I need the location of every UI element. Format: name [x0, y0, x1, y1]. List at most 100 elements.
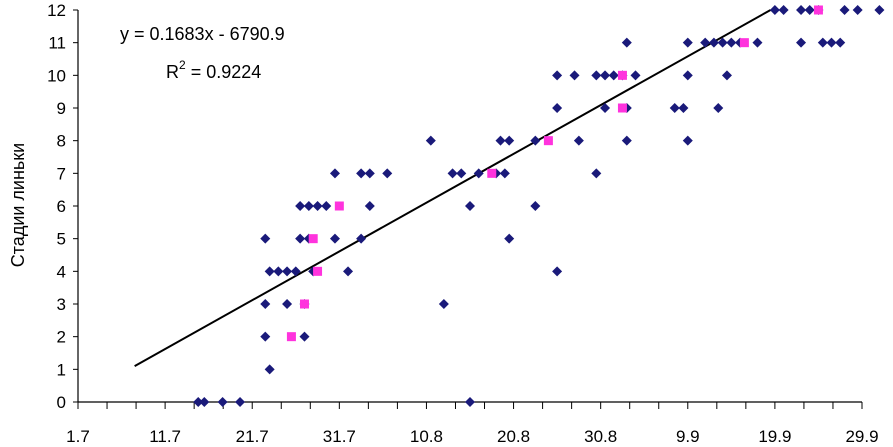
y-tick-label: 8	[57, 132, 66, 151]
data-point	[235, 397, 246, 407]
data-point	[465, 201, 475, 211]
data-point	[273, 266, 284, 277]
data-point	[817, 37, 828, 48]
data-point	[321, 201, 332, 211]
data-point	[295, 201, 306, 211]
y-tick-label: 1	[57, 360, 66, 379]
data-point	[682, 135, 693, 146]
data-point	[796, 5, 807, 15]
data-point	[717, 37, 728, 48]
y-tick-label: 4	[57, 262, 66, 281]
data-point	[504, 135, 515, 146]
y-tick-label: 7	[57, 164, 66, 183]
data-point	[364, 201, 375, 211]
data-point	[552, 70, 563, 81]
x-tick-label: 31.7	[323, 427, 356, 446]
data-point	[682, 70, 693, 81]
y-tick-label: 12	[47, 1, 66, 20]
y-tick-label: 3	[57, 295, 66, 314]
x-tick-label: 21.7	[236, 427, 269, 446]
mean-point	[334, 201, 344, 211]
data-point	[835, 37, 846, 48]
data-point	[364, 168, 375, 179]
y-tick-label: 0	[57, 393, 66, 412]
data-point	[343, 266, 354, 277]
mean-point	[813, 5, 823, 15]
data-point	[804, 5, 815, 15]
data-point	[591, 70, 602, 81]
y-tick-label: 5	[57, 230, 66, 249]
mean-point	[543, 136, 553, 146]
data-point	[356, 233, 367, 244]
data-point	[499, 168, 510, 179]
data-point	[260, 233, 271, 244]
data-point	[852, 5, 863, 15]
data-point	[495, 135, 506, 146]
data-point	[630, 70, 641, 81]
data-point	[552, 266, 563, 277]
mean-point	[308, 234, 318, 244]
data-point	[569, 70, 580, 81]
data-point	[726, 37, 737, 48]
data-point	[839, 5, 850, 15]
mean-point	[617, 103, 627, 113]
data-point	[312, 201, 323, 211]
x-tick-label: 10.8	[410, 427, 443, 446]
data-point	[600, 70, 611, 81]
data-point	[874, 5, 885, 15]
data-point	[552, 103, 563, 113]
data-point	[260, 299, 271, 309]
data-point	[608, 70, 619, 81]
data-point	[456, 168, 467, 179]
data-point	[282, 266, 293, 277]
data-point	[303, 201, 314, 211]
data-point	[591, 168, 602, 179]
x-tick-label: 30.8	[584, 427, 617, 446]
mean-point	[739, 38, 749, 48]
data-point	[621, 135, 632, 146]
x-tick-label: 11.7	[149, 427, 181, 446]
y-tick-label: 11	[48, 34, 66, 53]
y-axis-label: Стадии линьки	[8, 143, 28, 267]
y-tick-label: 2	[57, 328, 66, 347]
data-point	[600, 103, 611, 113]
data-point	[356, 168, 367, 179]
data-point	[682, 37, 693, 48]
data-point	[295, 233, 306, 244]
data-point	[721, 70, 732, 81]
data-point	[796, 37, 807, 48]
data-point	[282, 299, 293, 309]
x-tick-label: 1.7	[66, 427, 90, 446]
mean-point	[617, 70, 627, 80]
data-point	[669, 103, 680, 113]
data-point	[752, 37, 763, 48]
data-point	[769, 5, 780, 15]
data-point	[530, 135, 541, 146]
data-point	[530, 201, 541, 211]
data-point	[329, 233, 340, 244]
y-tick-label: 6	[57, 197, 66, 216]
data-point	[778, 5, 789, 15]
x-tick-label: 9.9	[676, 427, 700, 446]
mean-point	[487, 168, 497, 178]
data-point	[621, 37, 632, 48]
mean-point	[286, 332, 296, 342]
x-tick-label: 20.8	[497, 427, 530, 446]
data-point	[193, 397, 204, 407]
trend-equation: y = 0.1683x - 6790.9	[120, 24, 285, 44]
y-tick-label: 9	[57, 99, 66, 118]
data-point	[826, 37, 837, 48]
data-point	[217, 397, 228, 407]
data-point	[438, 299, 449, 309]
r-squared-value: = 0.9224	[186, 62, 262, 82]
data-points	[193, 5, 885, 407]
r-squared: R2 = 0.9224	[166, 58, 261, 82]
data-point	[504, 233, 515, 244]
data-point	[713, 103, 724, 113]
data-point	[465, 397, 475, 407]
data-point	[700, 37, 711, 48]
data-point	[678, 103, 689, 113]
mean-point	[313, 266, 323, 276]
